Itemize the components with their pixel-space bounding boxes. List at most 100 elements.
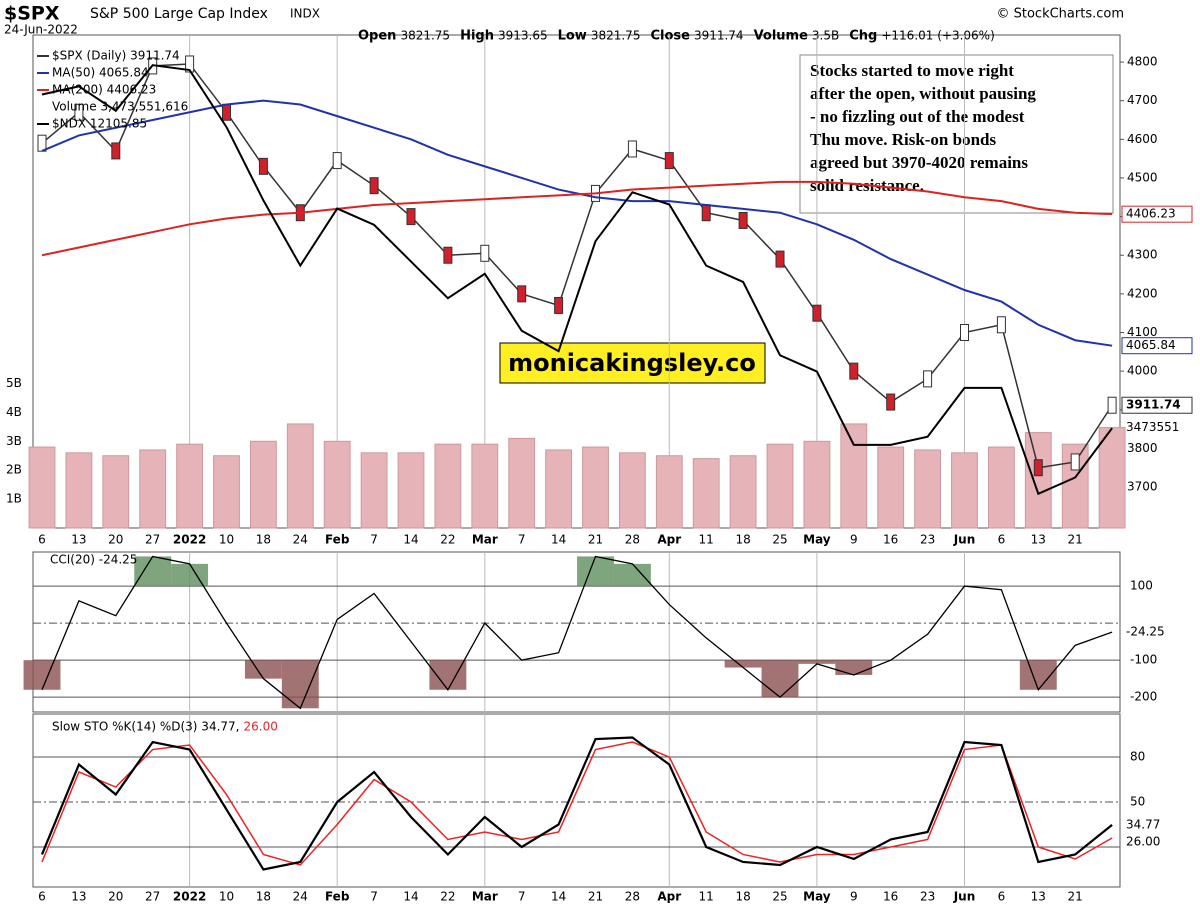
x-tick-label: 24 (293, 890, 308, 904)
x-tick-label: 13 (1031, 533, 1046, 547)
legend-entry: MA(50) 4065.84 (52, 66, 149, 80)
sto-name-d: 26.00 (243, 720, 277, 734)
volume-tick-label: 1B (6, 492, 22, 506)
x-tick-label: 7 (518, 533, 526, 547)
quote-label: Chg (849, 29, 877, 44)
cci-fill (724, 660, 762, 668)
volume-bar (508, 437, 536, 529)
candle (923, 370, 933, 388)
watermark-box (499, 342, 766, 384)
legend-entry: Volume 3,473,551,616 (52, 100, 188, 114)
last-label: 3911.74 (1126, 398, 1181, 412)
quote-value: 3.5B (812, 29, 839, 43)
x-tick-label: Feb (325, 890, 350, 904)
y-tick-label: -100 (1130, 653, 1157, 667)
last-label: 4406.23 (1126, 207, 1176, 221)
volume-bar (1098, 427, 1126, 529)
y-tick-label: 3800 (1127, 441, 1158, 455)
volume-tick-label: 2B (6, 463, 22, 477)
cci-fill (761, 660, 799, 698)
volume-tick-label: 4B (6, 405, 22, 419)
quote-label: Low (558, 29, 587, 44)
volume-bar (397, 452, 425, 529)
sto-d-last: 26.00 (1126, 834, 1160, 848)
quote-value: 3821.75 (591, 29, 641, 43)
x-tick-label: 14 (403, 533, 418, 547)
symbol: $SPX (4, 3, 60, 25)
volume-bar (803, 440, 831, 529)
y-tick-label: 80 (1130, 750, 1145, 764)
quote-label: Open (358, 29, 396, 44)
x-tick-label: 21 (588, 890, 603, 904)
cci-fill (577, 556, 614, 587)
volume-bar (360, 452, 388, 529)
volume-bar (951, 452, 978, 529)
cci-line (41, 555, 1113, 710)
cci-fill (23, 660, 61, 690)
x-tick-label: 23 (920, 890, 935, 904)
y-tick-label: 50 (1130, 794, 1145, 808)
volume-bar (692, 458, 720, 529)
candle (554, 296, 564, 314)
x-tick-label: 13 (71, 890, 86, 904)
x-tick-label: Feb (325, 533, 350, 547)
x-tick-label: 10 (219, 533, 234, 547)
quote-label: Volume (754, 29, 809, 44)
y-tick-label: -200 (1130, 690, 1157, 704)
x-tick-label: 27 (145, 890, 160, 904)
volume-bar (102, 455, 130, 529)
x-tick-label: 13 (71, 533, 86, 547)
volume-bar (249, 440, 277, 529)
x-tick-label: 6 (998, 890, 1006, 904)
quote-value: 3821.75 (400, 29, 450, 43)
volume-bar (434, 443, 462, 529)
y-tick-label: 4300 (1127, 248, 1158, 262)
annotation-line: after the open, without pausing (810, 84, 1036, 103)
candle (517, 285, 527, 303)
x-tick-label: 18 (256, 533, 271, 547)
x-tick-label: 28 (625, 890, 640, 904)
x-tick-label: 13 (1031, 890, 1046, 904)
y-tick-label: 4100 (1127, 325, 1158, 339)
volume-bar (729, 455, 757, 529)
x-tick-label: 24 (293, 533, 308, 547)
x-tick-label: 27 (145, 533, 160, 547)
volume-bar (65, 452, 93, 529)
candle (222, 103, 231, 121)
last-box (1121, 337, 1193, 355)
x-tick-label: 21 (588, 533, 603, 547)
subtitle: S&P 500 Large Cap Index (90, 6, 268, 22)
x-tick-label: 11 (699, 533, 714, 547)
x-tick-label: 18 (256, 890, 271, 904)
x-tick-label: 18 (735, 533, 750, 547)
quote-label: Close (650, 29, 690, 44)
annotation-line: - no fizzling out of the modest (810, 107, 1025, 126)
annotation: Stocks started to move right after the op… (810, 61, 1036, 195)
candle (37, 134, 47, 152)
candle (369, 177, 379, 195)
x-tick-label: Apr (657, 533, 681, 547)
cci-name: CCI(20) -24.25 (50, 553, 137, 567)
x-tick-label: 9 (850, 890, 858, 904)
sto-k-last: 34.77 (1126, 817, 1160, 831)
x-tick-label: 14 (403, 890, 418, 904)
candle (849, 362, 859, 380)
series-line (41, 63, 1113, 469)
candle (185, 55, 195, 73)
x-tick-label: May (803, 890, 831, 904)
x-tick-label: 9 (850, 533, 858, 547)
y-tick-label: 4500 (1127, 170, 1158, 184)
candle (701, 204, 711, 222)
volume-tick-label: 3B (6, 434, 22, 448)
cci-fill (281, 660, 319, 709)
candle (443, 246, 453, 264)
candle (627, 140, 637, 158)
cci-last: -24.25 (1126, 625, 1165, 639)
x-tick-label: 6 (998, 533, 1006, 547)
volume-bar (914, 449, 942, 529)
sto-k-line (40, 736, 1113, 871)
candle (960, 324, 969, 341)
volume-bar (877, 446, 905, 529)
x-tick-label: 18 (735, 890, 750, 904)
